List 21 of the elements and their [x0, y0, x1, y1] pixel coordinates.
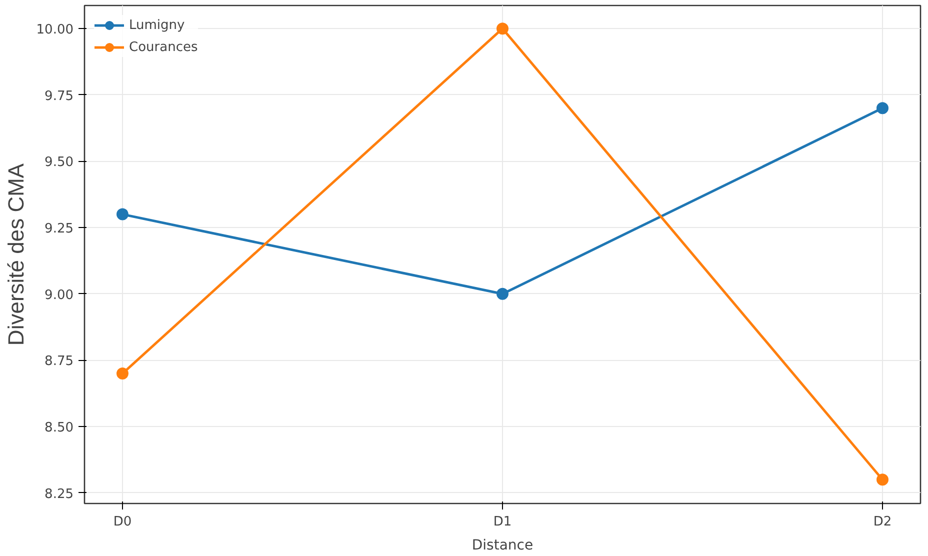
x-tick-label: D2	[873, 514, 892, 530]
y-tick-label: 8.50	[44, 420, 74, 436]
y-tick-label: 8.75	[44, 354, 74, 370]
point	[496, 22, 508, 35]
point	[496, 288, 508, 300]
y-tick-label: 9.50	[44, 155, 74, 170]
y-tick-label: 8.25	[44, 486, 74, 502]
x-tick-label: D0	[113, 514, 132, 530]
y-tick-label: 9.00	[44, 288, 74, 303]
legend-label: Lumigny	[129, 18, 185, 32]
legend-label: Courances	[129, 40, 198, 54]
y-tick-label: 9.75	[44, 88, 74, 104]
point	[876, 474, 888, 486]
y-tick-label: 10.00	[36, 22, 74, 38]
x-axis-title: Distance	[472, 538, 534, 554]
y-tick-label: 9.25	[44, 222, 74, 237]
y-axis-title: Diversité des CMA	[3, 163, 28, 346]
point	[116, 368, 128, 380]
point	[116, 208, 128, 220]
point	[876, 102, 888, 114]
x-tick-label: D1	[493, 514, 512, 530]
